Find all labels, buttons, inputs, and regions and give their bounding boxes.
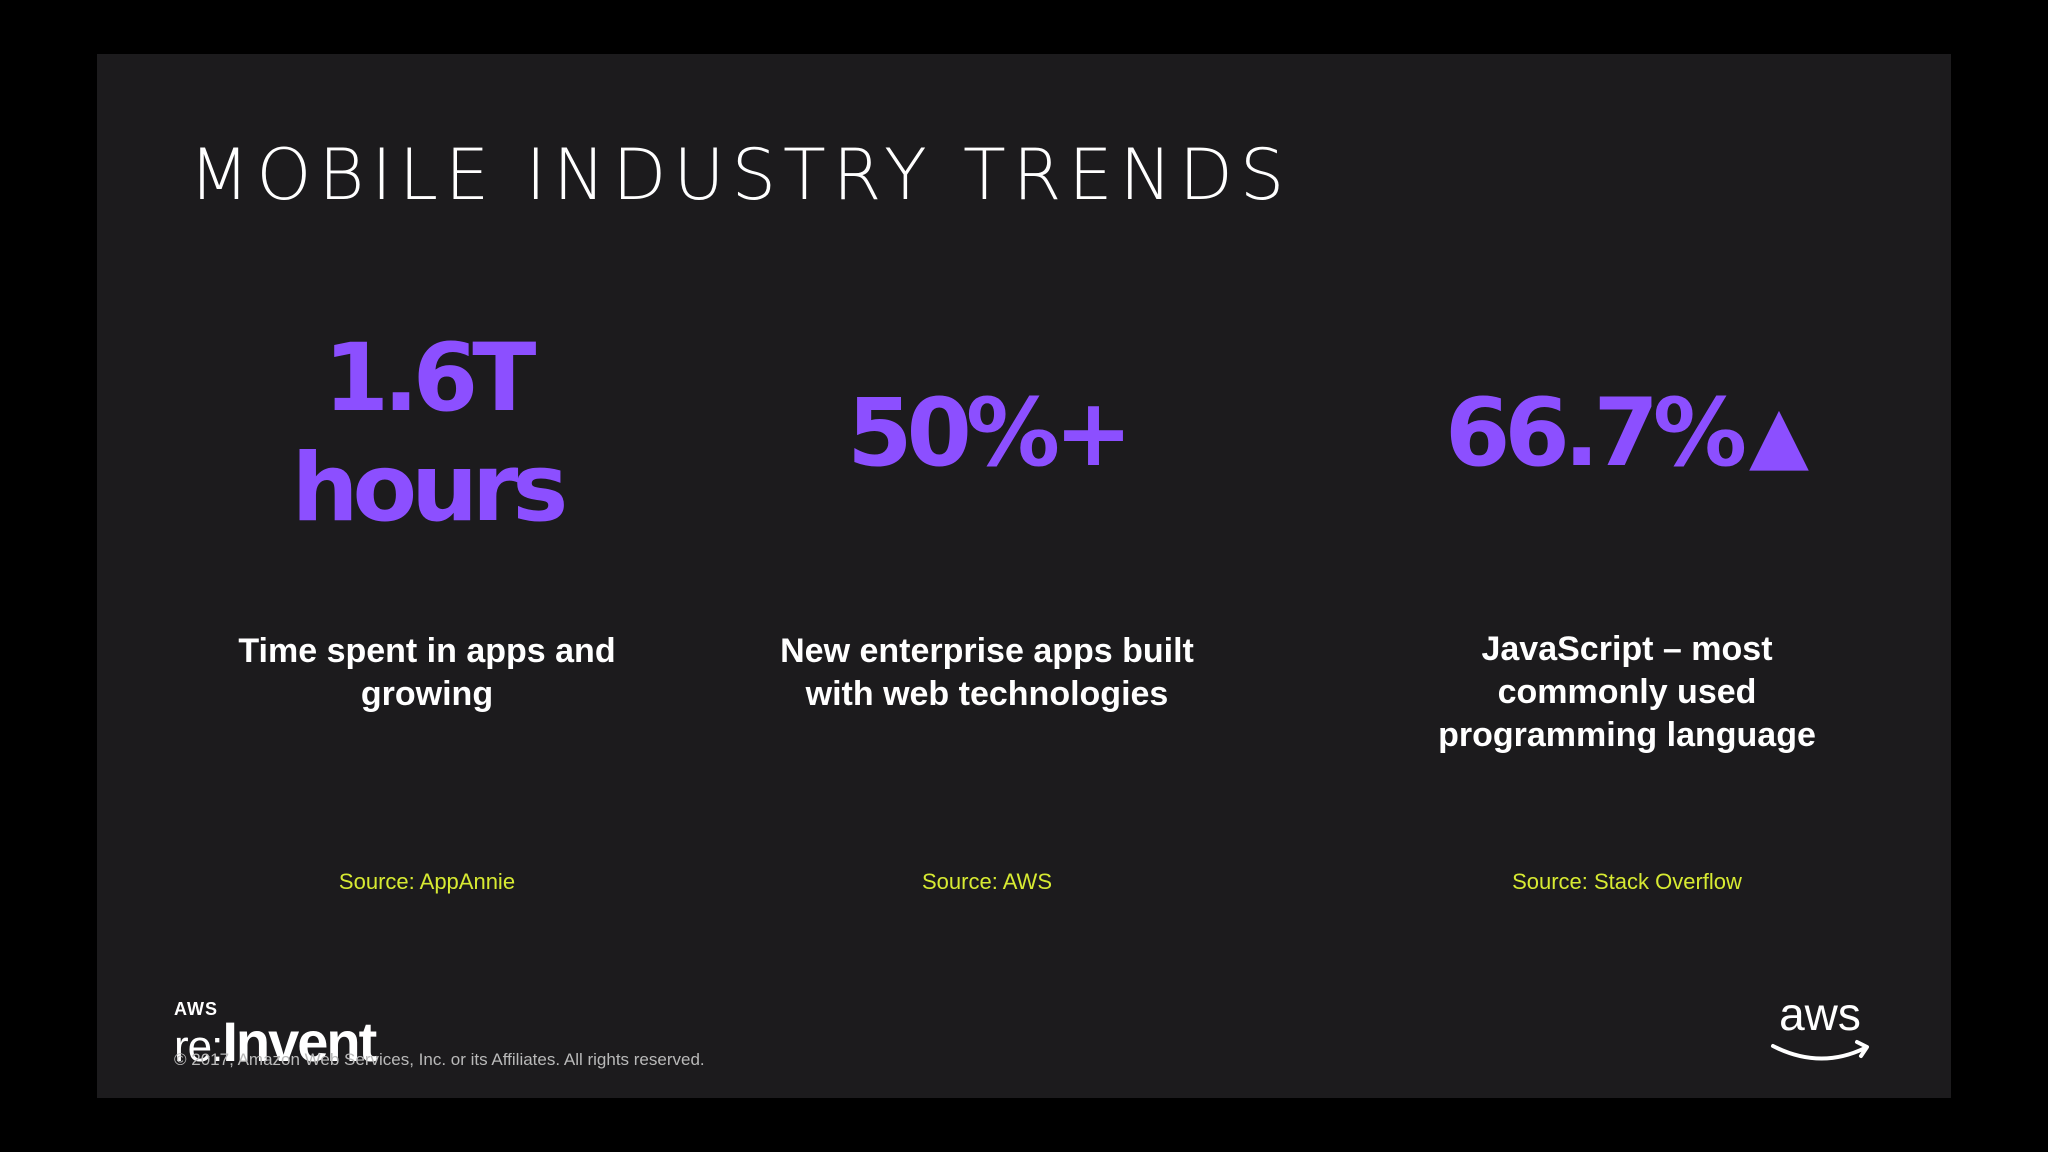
stat-source: Source: AWS — [921, 869, 1052, 894]
stat-time-in-apps: 1.6T hours — [147, 324, 707, 544]
logo-aws-small: AWS — [174, 999, 219, 1019]
stat-enterprise-apps: 50%+ — [707, 379, 1267, 489]
logo-invent: Invent — [222, 1010, 377, 1073]
stat-javascript: 66.7% ▲ — [1347, 379, 1907, 494]
logo-reinvent: re:Invent — [174, 1009, 377, 1074]
stat-value-line1: 1.6T — [323, 324, 537, 433]
stat-value: 50%+ — [847, 379, 1133, 488]
slide: MOBILE INDUSTRY TRENDS 1.6T hours 50%+ 6… — [97, 54, 1951, 1098]
stat-source: Source: AppAnnie — [338, 869, 516, 894]
aws-logo-icon: aws — [1771, 988, 1869, 1061]
logo-re: re: — [174, 1022, 223, 1071]
stat-description: Time spent in apps and growing — [238, 632, 616, 713]
up-triangle-icon: ▲ — [1749, 390, 1810, 480]
aws-logo-text: aws — [1779, 988, 1861, 1040]
slide-title: MOBILE INDUSTRY TRENDS — [189, 134, 1292, 216]
stat-description: New enterprise apps built with web techn… — [780, 632, 1194, 713]
stat-value: 66.7% — [1444, 379, 1747, 488]
stat-source: Source: Stack Overflow — [1512, 869, 1742, 894]
stat-value-line2: hours — [291, 434, 569, 543]
stat-description: JavaScript – most commonly used programm… — [1438, 630, 1816, 754]
copyright: © 2017, Amazon Web Services, Inc. or its… — [174, 1050, 705, 1069]
